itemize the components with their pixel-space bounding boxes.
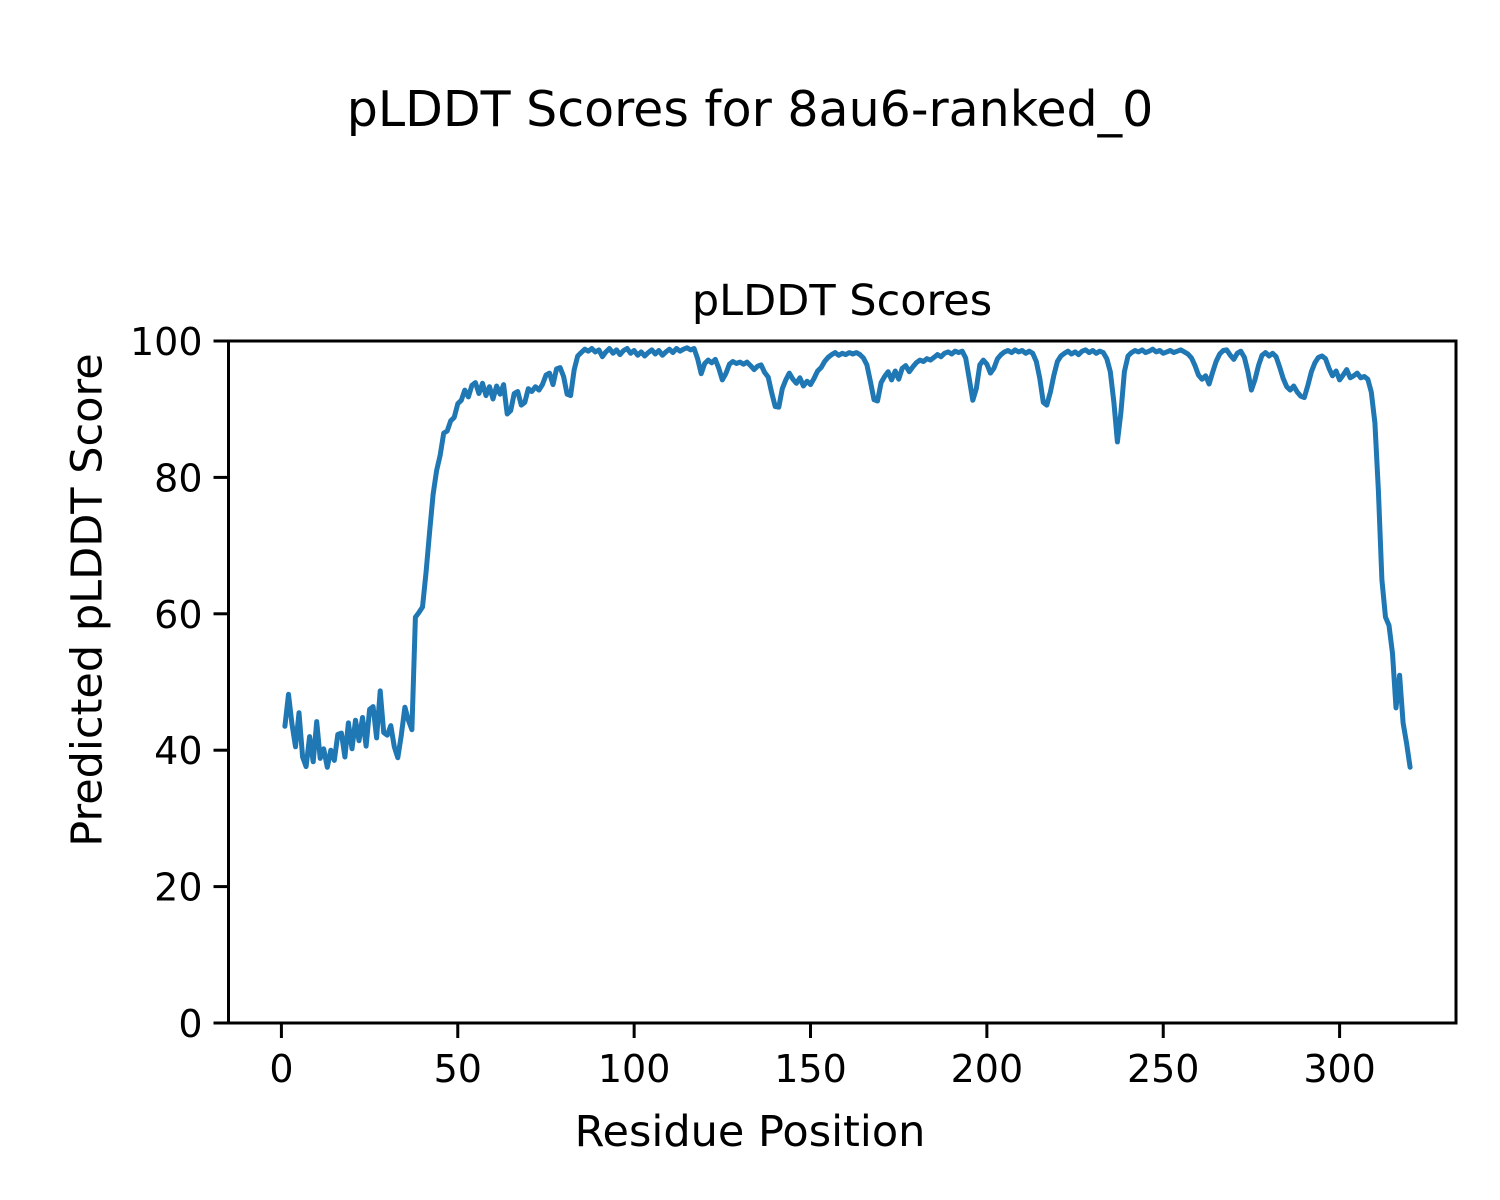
x-tick-label: 300 <box>1303 1047 1376 1091</box>
axes-title: pLDDT Scores <box>691 276 993 326</box>
x-axis-ticks: 0 50 100 150 200 250 300 <box>269 1023 1376 1091</box>
x-axis-label: Residue Position <box>574 1107 926 1157</box>
x-tick-label: 200 <box>951 1047 1024 1091</box>
x-tick-label: 150 <box>774 1047 847 1091</box>
y-tick-label: 60 <box>154 593 202 637</box>
plddt-line-series <box>282 345 1413 770</box>
x-tick-label: 250 <box>1127 1047 1200 1091</box>
y-axis-ticks: 0 20 40 60 80 100 <box>130 320 229 1046</box>
y-tick-label: 20 <box>154 866 202 910</box>
plot-area <box>227 339 1458 1025</box>
x-tick-label: 0 <box>269 1047 293 1091</box>
y-tick-label: 100 <box>130 320 203 364</box>
y-tick-label: 40 <box>154 729 202 773</box>
x-tick-label: 50 <box>434 1047 482 1091</box>
y-tick-label: 0 <box>178 1002 202 1046</box>
x-tick-label: 100 <box>598 1047 671 1091</box>
figure-suptitle: pLDDT Scores for 8au6-ranked_0 <box>346 81 1154 138</box>
y-tick-label: 80 <box>154 456 202 500</box>
